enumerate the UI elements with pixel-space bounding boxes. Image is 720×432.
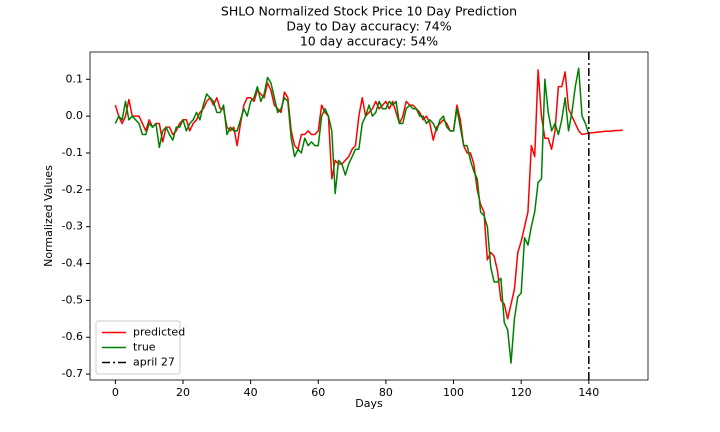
x-tick-label: 40: [244, 386, 258, 399]
legend-label: predicted: [133, 326, 185, 339]
y-tick-label: -0.5: [62, 293, 83, 306]
chart-subtitle: 10 day accuracy: 54%: [300, 34, 438, 49]
x-tick-label: 100: [443, 386, 464, 399]
x-tick-label: 60: [311, 386, 325, 399]
legend-box: [95, 320, 181, 375]
series-line: [114, 67, 590, 364]
y-tick-label: -0.4: [62, 257, 83, 270]
y-tick-label: -0.1: [62, 146, 83, 159]
legend: predicted true april 27: [95, 320, 185, 375]
legend-label: true: [133, 341, 156, 354]
y-tick-label: -0.3: [62, 220, 83, 233]
y-tick-label: -0.7: [62, 367, 83, 380]
y-axis-label: Normalized Values: [42, 165, 55, 267]
y-tick-label: 0.1: [66, 72, 84, 85]
series-line: [114, 69, 623, 320]
y-tick-label: -0.6: [62, 330, 83, 343]
y-tick-label: -0.2: [62, 183, 83, 196]
plot-frame: [89, 51, 649, 381]
x-tick-label: 20: [176, 386, 190, 399]
x-tick-label: 80: [379, 386, 393, 399]
chart-title: SHLO Normalized Stock Price 10 Day Predi…: [221, 4, 517, 19]
x-tick-label: 0: [112, 386, 119, 399]
y-tick-label: 0.0: [66, 109, 84, 122]
x-axis-label: Days: [355, 397, 383, 410]
x-tick-label: 120: [511, 386, 532, 399]
legend-label: april 27: [133, 356, 175, 369]
chart-subtitle: Day to Day accuracy: 74%: [286, 19, 451, 34]
x-tick-label: 140: [578, 386, 599, 399]
